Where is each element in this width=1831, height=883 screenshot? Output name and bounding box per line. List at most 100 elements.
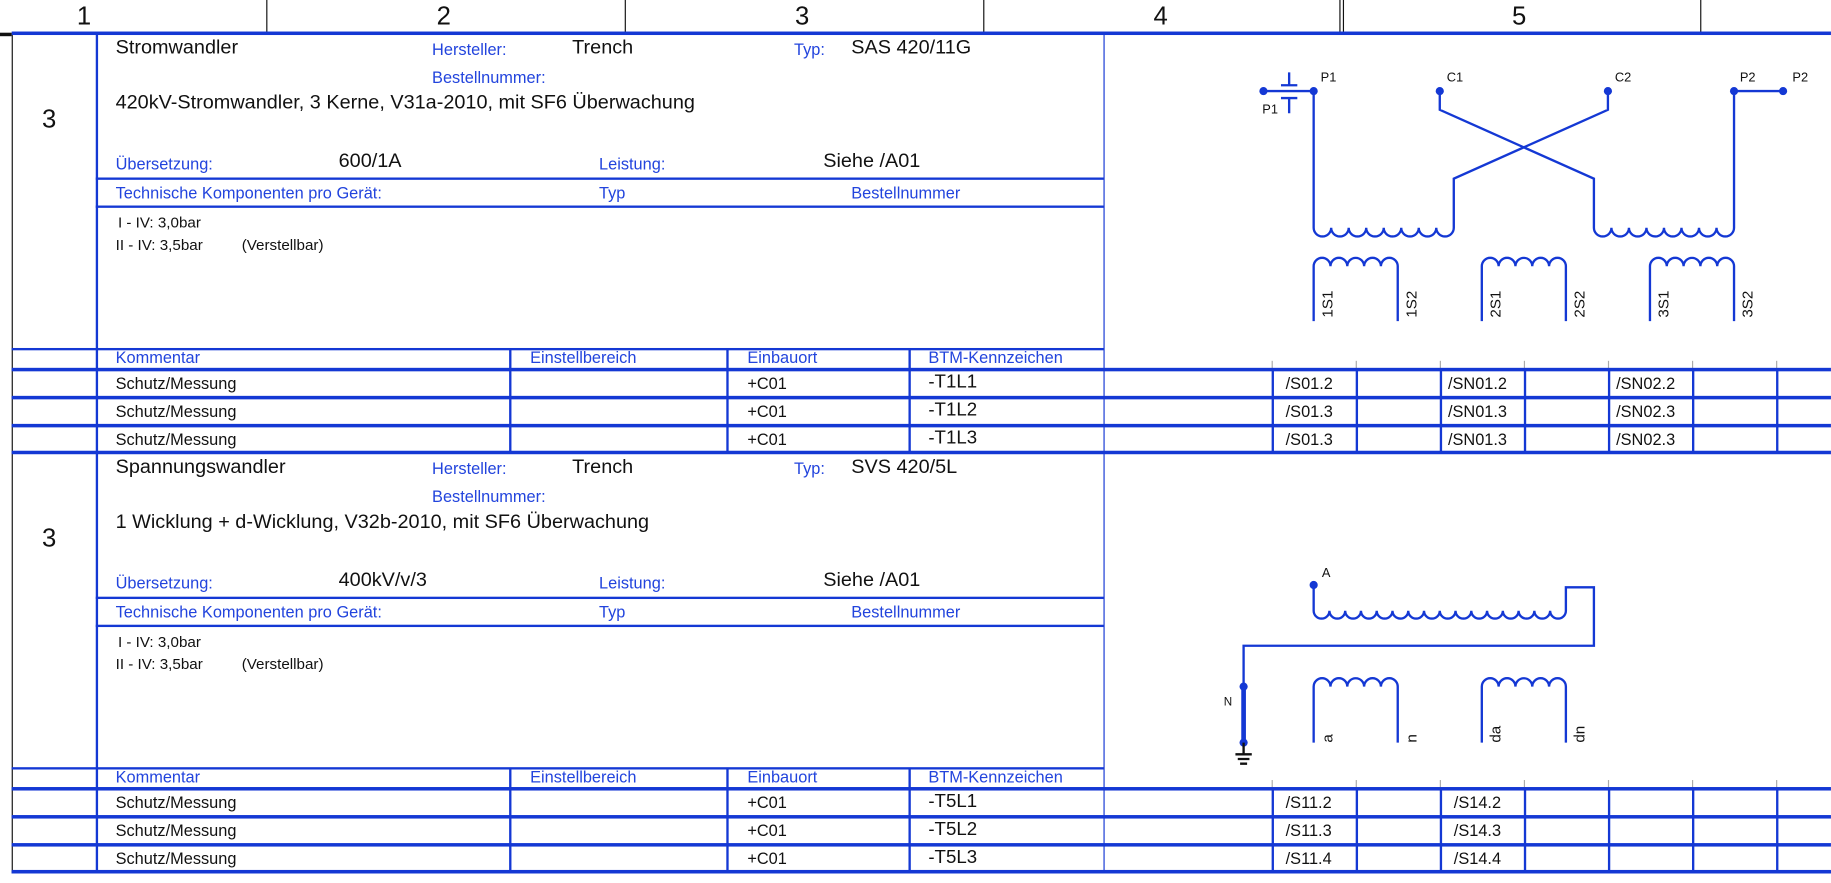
row-cross-ref[interactable]: /S11.2	[1285, 792, 1332, 812]
row-comment: Schutz/Messung	[115, 820, 237, 840]
note-line: I - IV: 3,0bar	[117, 632, 201, 651]
row-cross-ref[interactable]: /S14.2	[1453, 792, 1502, 812]
table-rule	[11, 787, 1831, 791]
ratio-value: 600/1A	[338, 149, 402, 172]
row-btm-code: -T1L2	[928, 400, 978, 421]
row-location: +C01	[747, 401, 787, 421]
table-header-location: Einbauort	[747, 347, 818, 367]
device-title: Stromwandler	[115, 36, 239, 59]
table-header-range: Einstellbereich	[530, 767, 637, 786]
row-btm-code: -T5L1	[928, 791, 978, 812]
row-cross-ref[interactable]: /SN01.3	[1447, 401, 1508, 421]
power-value: Siehe /A01	[823, 568, 921, 591]
section-index: 3	[42, 103, 57, 134]
row-comment: Schutz/Messung	[115, 373, 237, 393]
column-number: 5	[1512, 1, 1527, 31]
type-label: Typ:	[794, 39, 825, 59]
table-rule	[11, 450, 1831, 455]
column-number: 4	[1153, 1, 1168, 31]
manufacturer-value: Trench	[572, 36, 634, 59]
note-adjustable: (Verstellbar)	[241, 235, 324, 254]
type-value: SAS 420/11G	[851, 36, 972, 59]
row-cross-ref[interactable]: /SN02.3	[1616, 429, 1676, 449]
components-type-header: Typ	[599, 602, 626, 622]
divider	[95, 596, 1104, 600]
divider	[11, 767, 1104, 770]
manufacturer-label: Hersteller:	[432, 458, 507, 478]
ratio-value: 400kV/v/3	[338, 568, 427, 591]
section-index: 3	[42, 523, 57, 553]
divider	[95, 177, 1104, 180]
terminal-dot	[1239, 682, 1248, 691]
terminal-label: da	[1487, 725, 1504, 742]
column-line	[509, 349, 512, 454]
index-column-line	[95, 453, 99, 873]
device-description: 420kV-Stromwandler, 3 Kerne, V31a-2010, …	[115, 91, 695, 114]
row-cross-ref[interactable]: /S14.4	[1453, 848, 1502, 868]
ratio-label: Übersetzung:	[115, 154, 213, 173]
row-comment: Schutz/Messung	[115, 792, 237, 812]
row-cross-ref[interactable]: /S01.2	[1285, 373, 1333, 393]
secondary-winding	[1312, 677, 1399, 743]
row-cross-ref[interactable]: /SN01.2	[1447, 373, 1508, 393]
row-btm-code: -T1L3	[928, 428, 978, 449]
column-line	[908, 768, 911, 873]
terminal-label: 1S2	[1403, 291, 1420, 318]
power-label: Leistung:	[599, 154, 666, 173]
column-divider	[1342, 0, 1345, 33]
table-rule	[11, 367, 1831, 372]
info-right-border	[1103, 33, 1105, 454]
secondary-core	[1480, 256, 1568, 322]
row-location: +C01	[747, 820, 787, 840]
row-btm-code: -T5L3	[928, 847, 978, 868]
terminal-label: 1S1	[1319, 291, 1336, 318]
sheet-bottom-rule	[11, 871, 1831, 874]
row-cross-ref[interactable]: /S01.3	[1285, 429, 1333, 449]
row-cross-ref[interactable]: /S14.3	[1453, 820, 1502, 840]
row-cross-ref[interactable]: /S11.3	[1285, 820, 1332, 840]
index-column-line	[95, 33, 99, 454]
row-location: +C01	[747, 373, 787, 393]
ground-icon	[1235, 742, 1252, 765]
note-adjustable: (Verstellbar)	[241, 655, 324, 673]
order-number-label: Bestellnummer:	[432, 67, 546, 87]
terminal-label: P1	[1321, 70, 1337, 85]
terminal-dot	[1309, 580, 1318, 590]
divider	[11, 347, 1104, 351]
components-order-header: Bestellnummer	[851, 183, 961, 203]
secondary-core	[1648, 256, 1736, 322]
terminal-label: 2S1	[1487, 291, 1504, 318]
order-number-label: Bestellnummer:	[432, 486, 546, 506]
column-divider	[1700, 0, 1702, 33]
ratio-label: Übersetzung:	[115, 573, 213, 593]
row-cross-ref[interactable]: /S11.4	[1285, 848, 1332, 868]
terminal-label: a	[1319, 734, 1336, 743]
divider	[95, 205, 1104, 208]
primary-winding-1	[1312, 91, 1610, 238]
terminal-label: P2	[1792, 70, 1808, 85]
header-bottom-rule	[11, 31, 1831, 36]
column-number: 2	[436, 1, 451, 31]
column-line	[726, 768, 729, 873]
terminal-label: n	[1403, 734, 1420, 742]
table-rule	[11, 843, 1831, 847]
row-cross-ref[interactable]: /SN02.3	[1616, 401, 1676, 421]
table-header-comment: Kommentar	[115, 767, 201, 786]
note-line: I - IV: 3,0bar	[117, 213, 201, 232]
column-number: 1	[76, 1, 92, 31]
column-line	[726, 349, 729, 454]
row-cross-ref[interactable]: /SN02.2	[1616, 373, 1676, 393]
column-divider	[266, 0, 268, 33]
row-location: +C01	[747, 429, 787, 449]
components-label: Technische Komponenten pro Gerät:	[115, 602, 382, 622]
row-cross-ref[interactable]: /S01.3	[1285, 401, 1333, 421]
column-line	[509, 768, 512, 873]
components-order-header: Bestellnummer	[851, 602, 961, 622]
capacitor-symbol-icon	[1280, 72, 1298, 114]
divider	[95, 624, 1104, 628]
type-label: Typ:	[794, 458, 825, 478]
row-cross-ref[interactable]: /SN01.3	[1447, 429, 1508, 449]
terminal-label: dn	[1572, 726, 1589, 743]
row-comment: Schutz/Messung	[115, 401, 237, 421]
